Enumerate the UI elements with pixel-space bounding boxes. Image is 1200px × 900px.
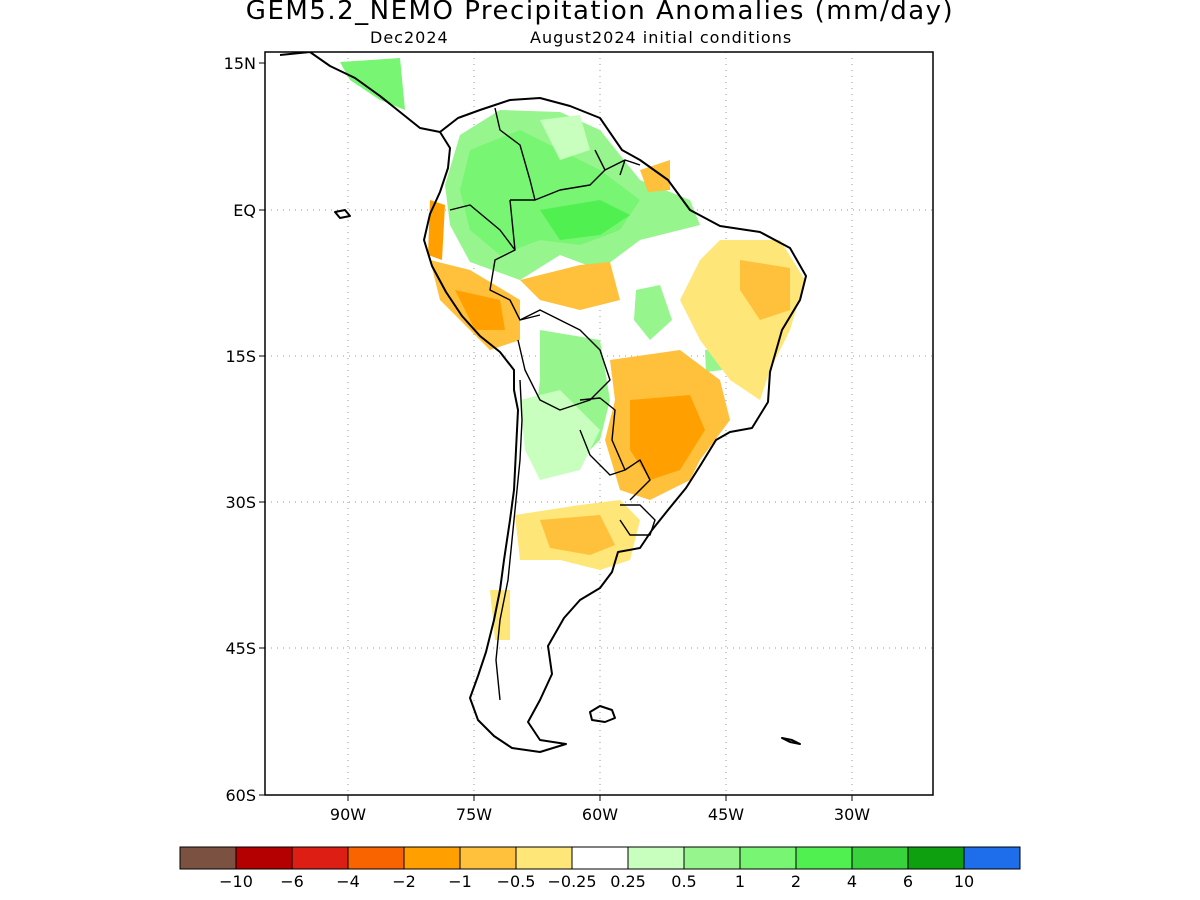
wet-central-america — [340, 58, 405, 110]
colorbar-swatch — [683, 846, 741, 870]
map-title: GEM5.2_NEMO Precipitation Anomalies (mm/… — [245, 0, 955, 26]
colorbar: −10 −6 −4 −2 −1 −0.5 −0.25 0.25 0.5 1 2 4 6 10 — [179, 846, 1021, 891]
colorbar-label: 0.5 — [671, 872, 696, 891]
colombia-venezuela-border — [494, 107, 536, 201]
colorbar-swatch — [291, 846, 349, 870]
colorbar-label: −6 — [280, 872, 304, 891]
lon-tick-label: 75W — [456, 805, 492, 824]
peru-brazil-border — [489, 249, 541, 321]
colorbar-label: 2 — [791, 872, 801, 891]
lat-tick-label: 30S — [225, 493, 256, 512]
dry-central-brazil-core — [630, 395, 705, 480]
chile-argentina-border — [495, 379, 523, 701]
south-georgia — [781, 737, 801, 745]
wet-amazon-peak — [540, 200, 630, 240]
uruguay-border — [619, 504, 656, 536]
dry-patagonia — [490, 590, 510, 640]
dry-guiana — [640, 160, 670, 192]
central-america-coast — [279, 52, 441, 133]
lat-tick-label: 60S — [225, 786, 256, 805]
dry-amazon-south — [520, 262, 620, 310]
colorbar-label: −4 — [336, 872, 360, 891]
lat-axis: 15N EQ 15S 30S 45S 60S — [224, 54, 265, 805]
lon-tick-label: 90W — [330, 805, 366, 824]
lon-tick-label: 60W — [582, 805, 618, 824]
lon-tick-label: 30W — [834, 805, 870, 824]
lat-tick-label: 45S — [225, 639, 256, 658]
galapagos — [334, 209, 351, 219]
colorbar-swatch — [795, 846, 853, 870]
coastlines — [279, 52, 807, 753]
map-frame — [264, 51, 934, 796]
venezuela-brazil-border — [534, 149, 606, 201]
map-area — [265, 52, 933, 795]
colorbar-label: −0.5 — [497, 872, 536, 891]
colorbar-swatch — [179, 846, 237, 870]
wet-brazil-patch — [634, 285, 672, 340]
colorbar-label: 0.25 — [610, 872, 646, 891]
initial-conditions: August2024 initial conditions — [530, 28, 793, 47]
lat-tick-label: 15S — [225, 347, 256, 366]
colorbar-swatch — [347, 846, 405, 870]
dry-ecuador — [428, 200, 445, 260]
guianas-borders — [604, 159, 641, 176]
colorbar-label: −2 — [392, 872, 416, 891]
anomaly-shading — [340, 58, 805, 640]
wet-central-light — [520, 390, 600, 480]
colorbar-swatch — [963, 846, 1021, 870]
dry-ne-brazil-core — [740, 260, 790, 320]
lon-tick-label: 45W — [708, 805, 744, 824]
colorbar-swatch — [235, 846, 293, 870]
colombia-peru-border — [449, 199, 516, 251]
colorbar-label: −10 — [219, 872, 253, 891]
colorbar-swatch — [851, 846, 909, 870]
lat-tick-label: EQ — [233, 201, 256, 220]
colorbar-label: 10 — [954, 872, 974, 891]
colorbar-swatch — [515, 846, 573, 870]
colorbar-swatch — [739, 846, 797, 870]
colorbar-label: −0.25 — [547, 872, 596, 891]
falkland-islands — [589, 705, 616, 723]
colorbar-swatch — [907, 846, 965, 870]
colorbar-swatch — [627, 846, 685, 870]
country-borders — [449, 107, 656, 701]
colorbar-label: −1 — [448, 872, 472, 891]
colorbar-swatch — [403, 846, 461, 870]
colorbar-swatch — [459, 846, 517, 870]
lat-tick-label: 15N — [224, 54, 256, 73]
brazil-argentina-border — [624, 459, 651, 501]
forecast-month: Dec2024 — [370, 28, 449, 47]
colorbar-label: 1 — [735, 872, 745, 891]
bolivia-border — [517, 309, 611, 411]
dry-peru-core — [455, 290, 505, 330]
colorbar-swatch — [571, 846, 629, 870]
lon-axis: 90W 75W 60W 45W 30W — [330, 795, 870, 824]
wet-guiana-light — [540, 115, 590, 160]
colorbar-label: 4 — [847, 872, 857, 891]
colorbar-label: 6 — [903, 872, 913, 891]
paraguay-border — [579, 397, 626, 476]
south-america-coast — [423, 97, 807, 753]
dry-argentina-core — [540, 515, 615, 555]
